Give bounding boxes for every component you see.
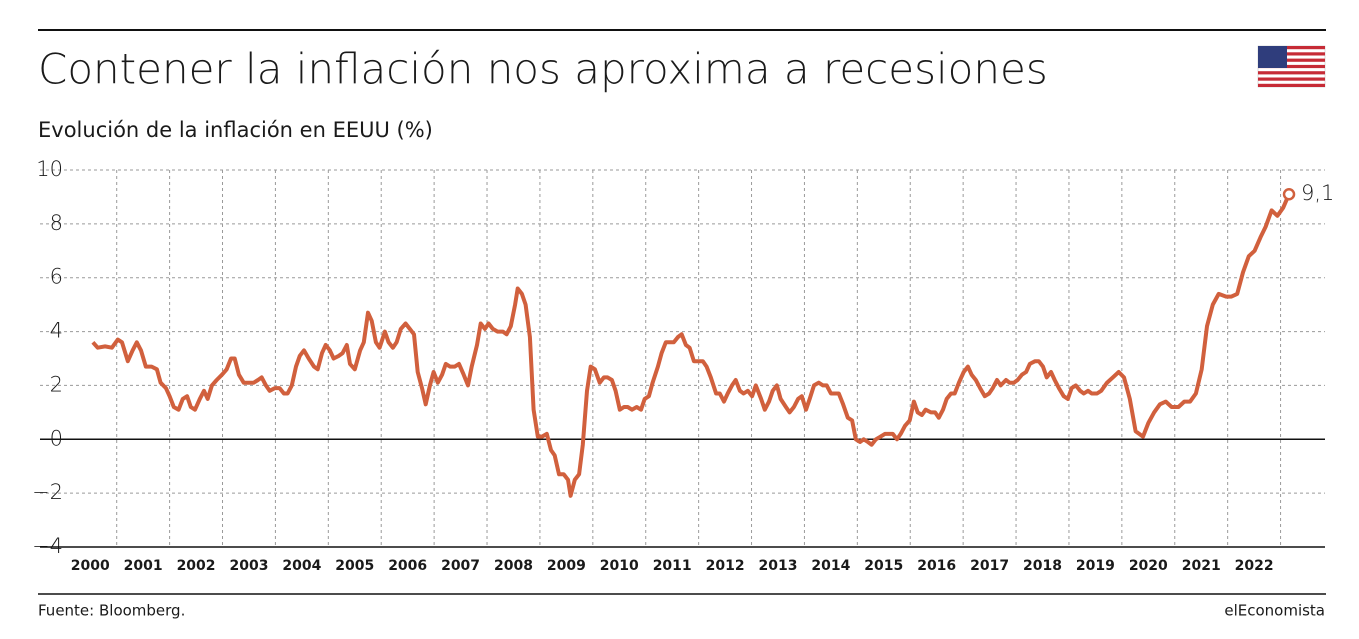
- x-tick-label: 2017: [970, 558, 1009, 574]
- x-tick-label: 2004: [282, 558, 321, 574]
- x-tick-label: 2005: [335, 558, 374, 574]
- x-tick-label: 2007: [441, 558, 480, 574]
- x-tick-label: 2021: [1182, 558, 1221, 574]
- x-tick-label: 2019: [1076, 558, 1115, 574]
- x-tick-label: 2001: [124, 558, 163, 574]
- y-tick-label: 2: [50, 372, 63, 396]
- x-tick-label: 2013: [759, 558, 798, 574]
- x-tick-label: 2014: [811, 558, 850, 574]
- x-tick-label: 2020: [1129, 558, 1168, 574]
- end-marker: [1282, 187, 1296, 201]
- y-tick-label: 0: [50, 426, 63, 450]
- y-tick-label: 8: [50, 211, 63, 235]
- annotation: 9,1: [1301, 181, 1334, 205]
- source: Fuente: Bloomberg.: [38, 602, 185, 620]
- y-tick-label: 10: [36, 157, 63, 181]
- brand: elEconomista: [1224, 602, 1325, 620]
- y-tick-label: 4: [50, 319, 63, 343]
- x-tick-label: 2009: [547, 558, 586, 574]
- chart-title: Contener la inflación nos aproxima a rec…: [38, 45, 1048, 94]
- x-tick-label: 2008: [494, 558, 533, 574]
- x-tick-label: 2002: [177, 558, 216, 574]
- inflation-line: [91, 193, 1291, 498]
- x-tick-label: 2011: [653, 558, 692, 574]
- x-tick-label: 2010: [600, 558, 639, 574]
- x-tick-label: 2000: [71, 558, 110, 574]
- x-tick-label: 2015: [864, 558, 903, 574]
- y-tick-label: −2: [32, 480, 63, 504]
- y-tick-label: 6: [50, 265, 63, 289]
- chart-subtitle: Evolución de la inflación en EEUU (%): [38, 118, 433, 142]
- x-tick-label: 2012: [706, 558, 745, 574]
- x-tick-label: 2003: [229, 558, 268, 574]
- us-flag: [1257, 45, 1326, 88]
- x-tick-label: 2016: [917, 558, 956, 574]
- x-tick-label: 2022: [1235, 558, 1274, 574]
- y-tick-label: −4: [32, 534, 63, 558]
- x-tick-label: 2006: [388, 558, 427, 574]
- x-tick-label: 2018: [1023, 558, 1062, 574]
